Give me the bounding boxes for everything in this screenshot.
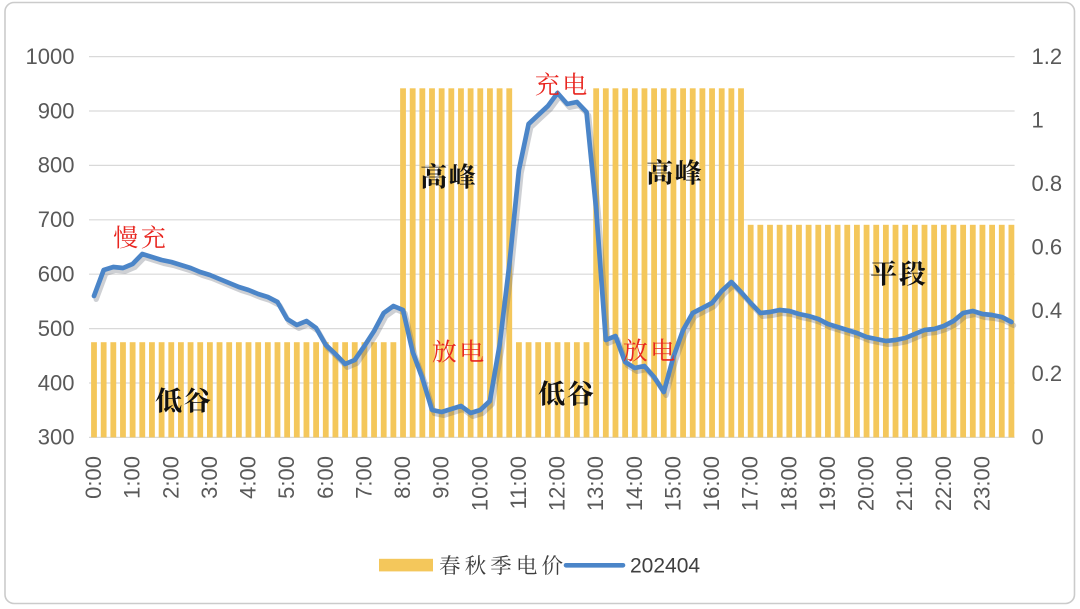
svg-text:0.8: 0.8: [1032, 171, 1063, 196]
svg-text:21:00: 21:00: [892, 456, 917, 511]
svg-text:700: 700: [38, 207, 75, 232]
svg-text:3:00: 3:00: [197, 456, 222, 499]
svg-text:15:00: 15:00: [660, 456, 685, 511]
svg-text:16:00: 16:00: [699, 456, 724, 511]
svg-text:20:00: 20:00: [854, 456, 879, 511]
svg-text:1:00: 1:00: [120, 456, 145, 499]
svg-text:22:00: 22:00: [931, 456, 956, 511]
svg-text:0.4: 0.4: [1032, 298, 1063, 323]
svg-text:202404: 202404: [630, 555, 700, 578]
svg-text:13:00: 13:00: [583, 456, 608, 511]
svg-text:1000: 1000: [26, 44, 75, 69]
svg-text:600: 600: [38, 262, 75, 287]
svg-text:18:00: 18:00: [776, 456, 801, 511]
svg-text:17:00: 17:00: [738, 456, 763, 511]
svg-text:1.2: 1.2: [1032, 44, 1063, 69]
svg-text:0.6: 0.6: [1032, 234, 1063, 259]
svg-text:0.2: 0.2: [1032, 361, 1063, 386]
svg-text:10:00: 10:00: [467, 456, 492, 511]
svg-text:7:00: 7:00: [351, 456, 376, 499]
svg-text:19:00: 19:00: [815, 456, 840, 511]
svg-text:8:00: 8:00: [390, 456, 415, 499]
svg-text:11:00: 11:00: [506, 456, 531, 509]
svg-text:23:00: 23:00: [969, 456, 994, 511]
svg-text:1: 1: [1032, 107, 1044, 132]
svg-text:300: 300: [38, 425, 75, 450]
svg-text:6:00: 6:00: [313, 456, 338, 499]
svg-text:5:00: 5:00: [274, 456, 299, 499]
svg-text:0:00: 0:00: [81, 456, 106, 499]
svg-text:800: 800: [38, 153, 75, 178]
svg-text:4:00: 4:00: [236, 456, 261, 499]
svg-text:14:00: 14:00: [622, 456, 647, 511]
svg-text:12:00: 12:00: [545, 456, 570, 511]
svg-text:900: 900: [38, 98, 75, 123]
svg-text:2:00: 2:00: [158, 456, 183, 499]
svg-text:400: 400: [38, 370, 75, 395]
svg-text:500: 500: [38, 316, 75, 341]
svg-text:9:00: 9:00: [429, 456, 454, 499]
svg-text:0: 0: [1032, 425, 1044, 450]
